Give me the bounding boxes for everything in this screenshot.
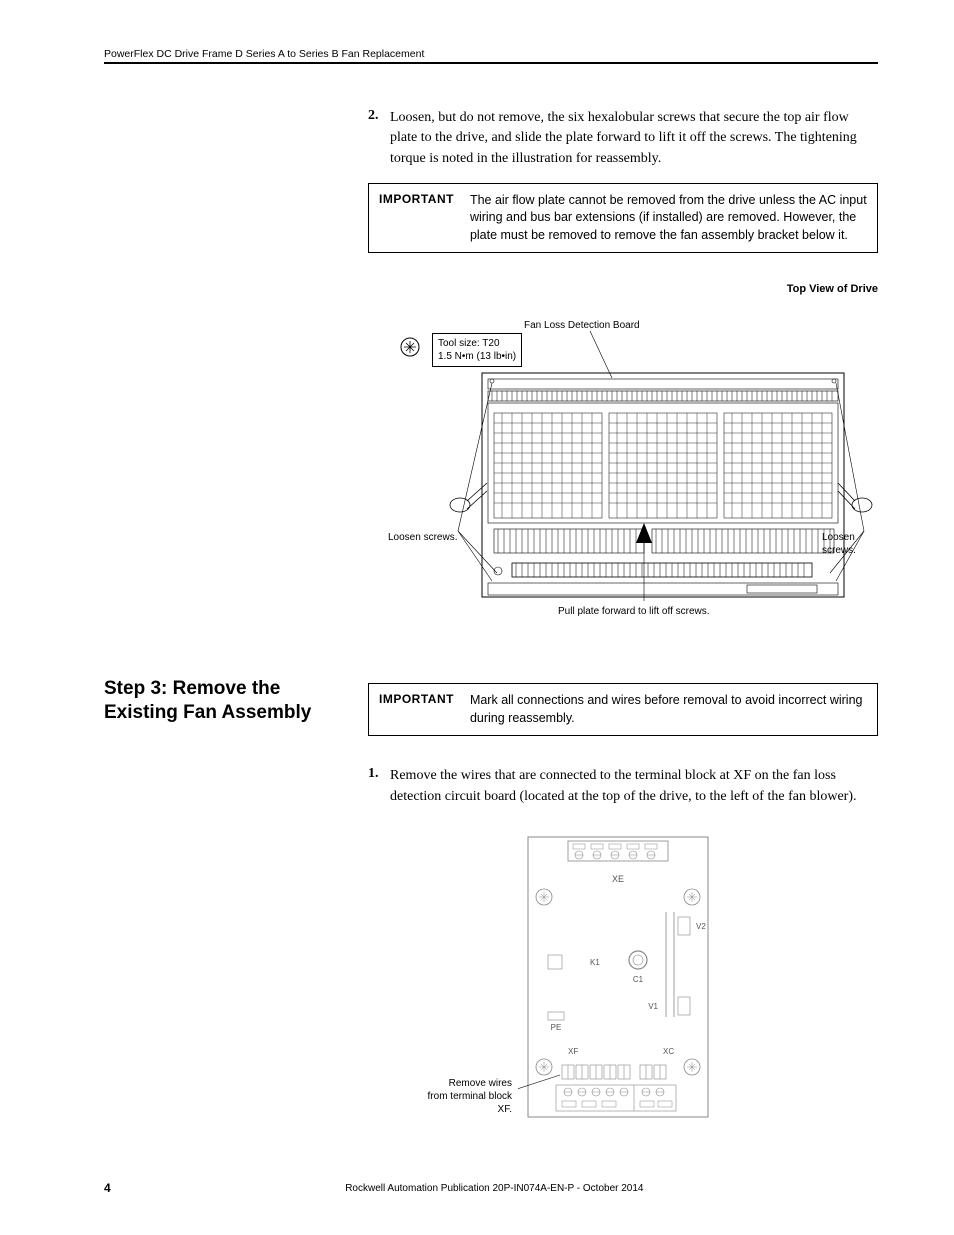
circuit-svg: XE V2 K1 C1 V1 <box>518 827 728 1127</box>
remove-wires-label: Remove wires from terminal block XF. <box>426 1077 512 1116</box>
header-rule <box>104 62 878 64</box>
footer-publication: Rockwell Automation Publication 20P-IN07… <box>345 1183 643 1194</box>
important-2-text: Mark all connections and wires before re… <box>470 684 877 735</box>
step-3-1-number: 1. <box>368 766 390 807</box>
svg-text:PE: PE <box>551 1023 562 1032</box>
step-2: 2. Loosen, but do not remove, the six he… <box>368 108 878 169</box>
step-3-1: 1. Remove the wires that are connected t… <box>368 766 878 807</box>
top-view-svg <box>352 283 892 623</box>
svg-text:XF: XF <box>568 1047 578 1056</box>
svg-text:K1: K1 <box>590 958 600 967</box>
top-view-diagram: Top View of Drive Fan Loss Detection Boa… <box>352 283 878 623</box>
footer: 4 Rockwell Automation Publication 20P-IN… <box>104 1181 878 1195</box>
step-3-heading: Step 3: Remove the Existing Fan Assembly <box>104 677 344 725</box>
svg-text:C1: C1 <box>633 975 644 984</box>
important-1-label: IMPORTANT <box>369 184 470 253</box>
step-3-1-text: Remove the wires that are connected to t… <box>390 766 878 807</box>
important-2-label: IMPORTANT <box>369 684 470 735</box>
step-2-text: Loosen, but do not remove, the six hexal… <box>390 108 878 169</box>
important-1-text: The air flow plate cannot be removed fro… <box>470 184 877 253</box>
circuit-diagram: Remove wires from terminal block XF. XE <box>518 827 878 1127</box>
svg-text:XE: XE <box>612 874 624 884</box>
step-2-number: 2. <box>368 108 390 169</box>
important-box-2: IMPORTANT Mark all connections and wires… <box>368 683 878 736</box>
important-box-1: IMPORTANT The air flow plate cannot be r… <box>368 183 878 254</box>
svg-text:V2: V2 <box>696 922 706 931</box>
header-title: PowerFlex DC Drive Frame D Series A to S… <box>104 48 878 60</box>
footer-page: 4 <box>104 1181 111 1195</box>
svg-text:XC: XC <box>663 1047 674 1056</box>
svg-text:V1: V1 <box>648 1002 658 1011</box>
